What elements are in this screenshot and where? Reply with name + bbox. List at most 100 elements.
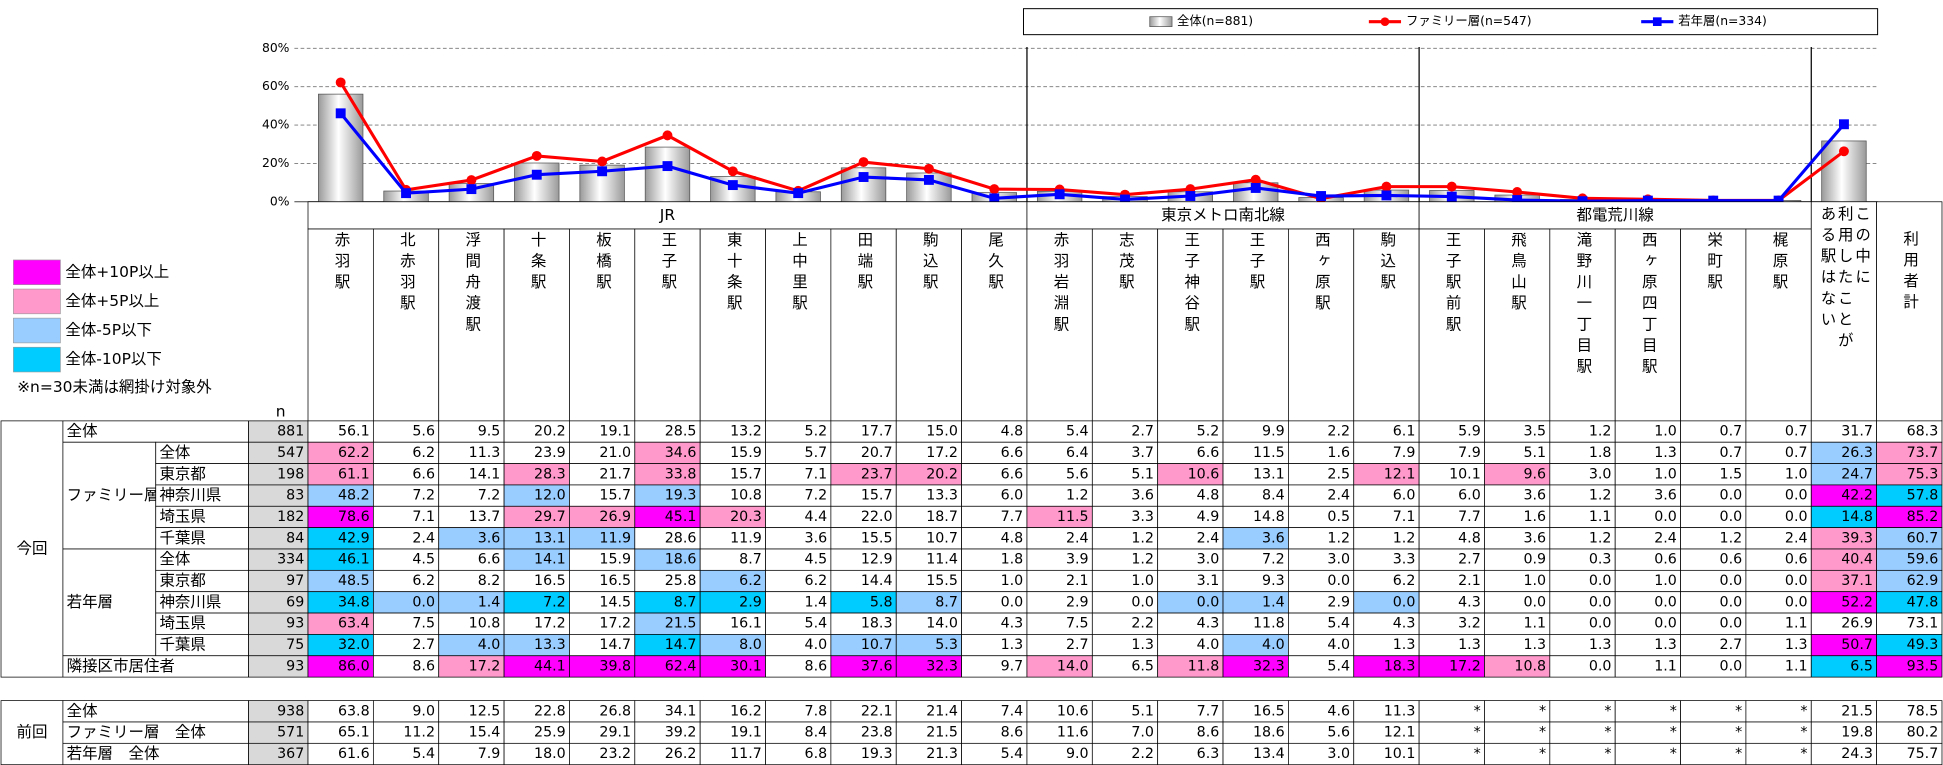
n-value: 938 bbox=[277, 703, 304, 719]
cell-value: 1.1 bbox=[1785, 616, 1808, 632]
legend-marker bbox=[1380, 17, 1390, 26]
cell-value: 13.1 bbox=[534, 530, 566, 546]
cell-value: * bbox=[1604, 746, 1611, 762]
cell bbox=[1418, 201, 1812, 230]
n-value: 881 bbox=[277, 424, 304, 440]
row-label: 全体 bbox=[67, 702, 98, 720]
shade-swatch bbox=[13, 259, 61, 286]
cell-value: 59.6 bbox=[1907, 552, 1939, 568]
cell-value: * bbox=[1735, 703, 1742, 719]
column-header-text: 王子駅 bbox=[1247, 231, 1266, 295]
marker bbox=[1512, 195, 1523, 205]
cell-value: 13.3 bbox=[926, 488, 958, 504]
cell bbox=[1091, 228, 1159, 422]
cell bbox=[1418, 228, 1485, 422]
n-value: 198 bbox=[277, 466, 304, 482]
marker bbox=[1446, 181, 1457, 192]
cell bbox=[1680, 228, 1747, 422]
row-label: 千葉県 bbox=[159, 529, 205, 547]
cell-value: 1.1 bbox=[1589, 509, 1612, 525]
cell-value: * bbox=[1670, 703, 1677, 719]
cell-value: 1.2 bbox=[1066, 488, 1089, 504]
cell-value: 11.8 bbox=[1188, 658, 1220, 674]
cell-value: 85.2 bbox=[1907, 509, 1939, 525]
cell-value: 4.8 bbox=[1197, 488, 1220, 504]
cell-value: * bbox=[1800, 725, 1807, 741]
cell-value: 6.2 bbox=[805, 573, 828, 589]
cell-value: 17.2 bbox=[599, 616, 631, 632]
cell-value: 5.4 bbox=[1327, 616, 1350, 632]
cell-value: 5.9 bbox=[1458, 424, 1481, 440]
cell-value: 8.6 bbox=[1197, 725, 1220, 741]
column-header-box: 西ヶ原駅 bbox=[1288, 231, 1353, 418]
column-header-box: 田端駅 bbox=[831, 231, 896, 418]
cell-value: 0.0 bbox=[1785, 488, 1808, 504]
legend-swatch bbox=[1149, 16, 1173, 27]
cell-value: 37.1 bbox=[1841, 573, 1873, 589]
cell-value: 37.6 bbox=[861, 658, 893, 674]
legend-label: 若年層(n=334) bbox=[1678, 13, 1767, 28]
cell-value: 26.3 bbox=[1841, 445, 1873, 461]
cell-value: 11.9 bbox=[599, 530, 631, 546]
cell-value: 10.1 bbox=[1384, 746, 1416, 762]
column-header: 上中里駅 bbox=[790, 231, 809, 315]
cell-value: 8.4 bbox=[1262, 488, 1285, 504]
cell-value: 0.6 bbox=[1654, 552, 1677, 568]
cell-value: 61.1 bbox=[338, 466, 370, 482]
column-header-text: 赤羽岩淵駅 bbox=[1050, 231, 1070, 337]
marker bbox=[1577, 196, 1588, 207]
cell-value: 7.7 bbox=[1197, 703, 1220, 719]
marker bbox=[1250, 183, 1261, 193]
cell-value: 0.0 bbox=[1589, 573, 1612, 589]
cell-value: 2.4 bbox=[1654, 530, 1677, 546]
cell-value: 2.2 bbox=[1327, 424, 1350, 440]
cell-value: 14.7 bbox=[599, 637, 631, 653]
cell-value: 14.5 bbox=[599, 594, 631, 610]
cell-value: 5.1 bbox=[1131, 703, 1154, 719]
group-label: JR bbox=[659, 206, 676, 224]
cell-value: 0.0 bbox=[1131, 594, 1154, 610]
cell-value: 48.5 bbox=[338, 573, 370, 589]
cell-value: 4.8 bbox=[1458, 530, 1481, 546]
cell-value: 11.3 bbox=[1384, 703, 1416, 719]
row-label: 東京都 bbox=[159, 572, 205, 590]
y-tick-label: 0% bbox=[270, 194, 290, 208]
cell-value: 0.0 bbox=[1327, 573, 1350, 589]
column-header-box: 西ヶ原四丁目駅 bbox=[1615, 231, 1680, 418]
cell-value: 7.2 bbox=[478, 488, 501, 504]
cell-value: 62.4 bbox=[665, 658, 697, 674]
cell-value: 28.6 bbox=[665, 530, 697, 546]
cell-value: 4.5 bbox=[805, 552, 828, 568]
cell-value: 47.8 bbox=[1907, 594, 1939, 610]
cell-value: 15.5 bbox=[926, 573, 958, 589]
cell-value: 17.2 bbox=[1449, 658, 1481, 674]
cell-value: 4.0 bbox=[1262, 637, 1285, 653]
marker bbox=[531, 150, 542, 161]
cell-value: 1.2 bbox=[1131, 552, 1154, 568]
cell-value: 6.5 bbox=[1850, 658, 1873, 674]
line bbox=[339, 81, 1845, 202]
cell-value: 1.0 bbox=[1001, 573, 1024, 589]
cell-value: 0.7 bbox=[1785, 424, 1808, 440]
cell-value: 0.0 bbox=[1654, 616, 1677, 632]
cell-value: 3.6 bbox=[478, 530, 501, 546]
cell-value: 0.0 bbox=[1785, 573, 1808, 589]
cell-value: 0.0 bbox=[1589, 594, 1612, 610]
cell-value: 4.8 bbox=[1001, 424, 1024, 440]
cell-value: * bbox=[1474, 746, 1481, 762]
cell-value: 75.7 bbox=[1907, 746, 1939, 762]
cell-value: 1.6 bbox=[1523, 509, 1546, 525]
cell-value: 7.2 bbox=[1262, 552, 1285, 568]
cell-value: 11.7 bbox=[730, 746, 762, 762]
cell-value: 21.5 bbox=[926, 725, 958, 741]
row-label: 全体 bbox=[67, 422, 98, 440]
cell-value: 46.1 bbox=[338, 552, 370, 568]
cell-value: 5.1 bbox=[1523, 445, 1546, 461]
cell-value: 17.7 bbox=[861, 424, 893, 440]
marker bbox=[335, 108, 346, 119]
n-value: 75 bbox=[286, 637, 304, 653]
cell-value: 6.0 bbox=[1001, 488, 1024, 504]
y-tick-label: 80% bbox=[262, 41, 290, 55]
y-tick-label: 40% bbox=[262, 118, 290, 132]
cell-value: 1.2 bbox=[1589, 488, 1612, 504]
